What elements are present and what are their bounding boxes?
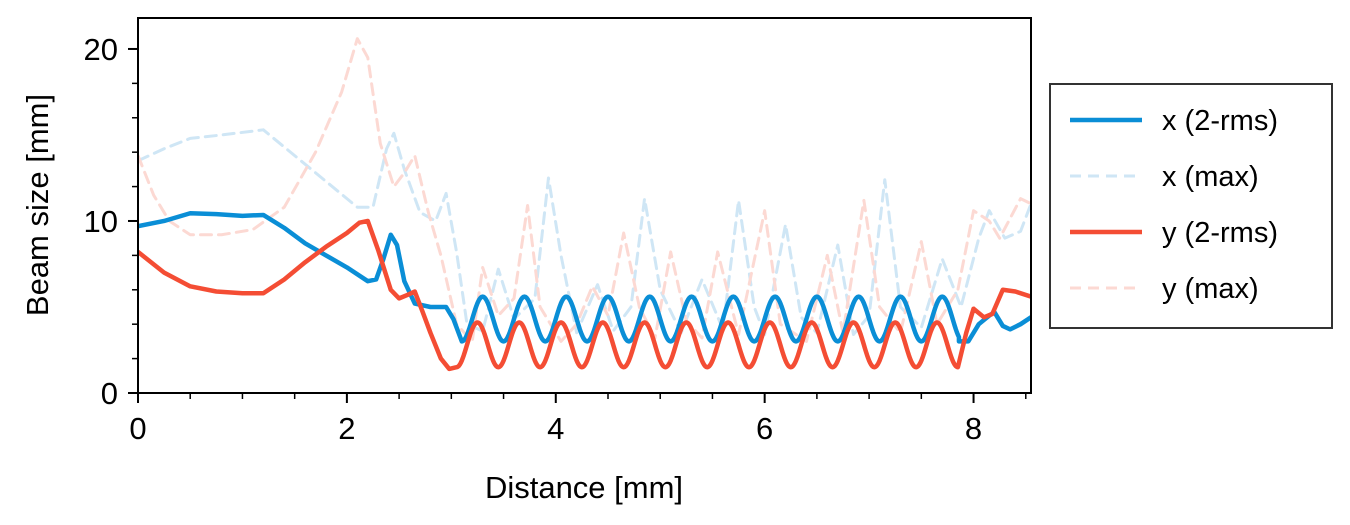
y-tick-label: 20 [84,32,118,67]
ticks-layer: 0 2 4 6 8 0 10 20 [84,32,1027,446]
plot-frame [137,17,1032,394]
legend-label: x (2-rms) [1162,105,1278,137]
x-tick-label: 4 [547,411,564,446]
legend: x (2-rms) x (max) y (2-rms) y (max) [1049,83,1333,329]
legend-label: y (2-rms) [1162,217,1278,249]
series-line-y-2-rms [138,218,1031,372]
series-line-x-2-rms [138,210,1031,344]
legend-label: y (max) [1162,273,1259,305]
x-tick-label: 8 [965,411,982,446]
y-tick-label: 10 [84,204,118,239]
y-axis-label: Beam size [mm] [20,94,55,316]
x-tick-label: 0 [129,411,146,446]
x-tick-label: 2 [338,411,355,446]
y-tick-label: 0 [101,376,118,411]
x-axis-label: Distance [mm] [485,470,683,505]
series-layer [138,37,1031,372]
x-tick-label: 6 [756,411,773,446]
legend-label: x (max) [1162,161,1259,193]
series-line-x-max [138,128,1031,337]
